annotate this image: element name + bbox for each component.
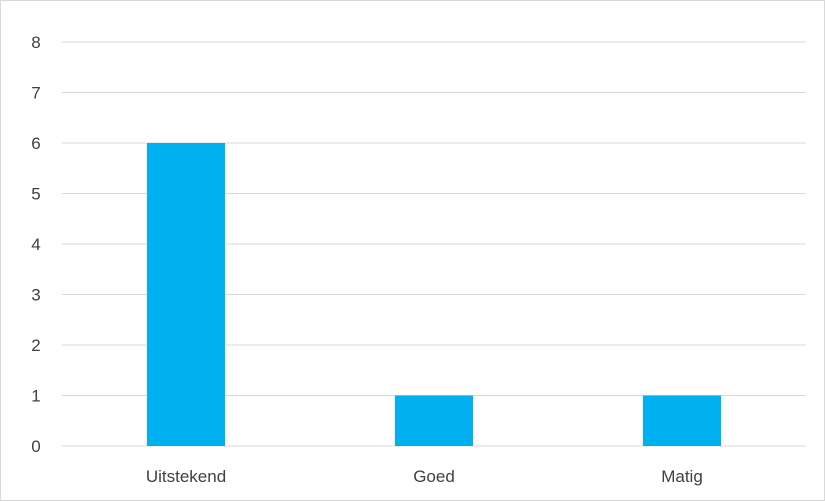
x-axis-ticks: Uitstekend Goed Matig (146, 467, 703, 486)
x-tick-label: Uitstekend (146, 467, 226, 486)
y-tick-label: 6 (31, 134, 40, 153)
bar-matig (643, 395, 721, 446)
y-tick-label: 2 (31, 336, 40, 355)
y-axis-ticks: 0 1 2 3 4 5 6 7 8 (31, 33, 40, 456)
bars (147, 143, 721, 446)
y-tick-label: 8 (31, 33, 40, 52)
bar-uitstekend (147, 143, 225, 446)
bar-goed (395, 395, 473, 446)
y-tick-label: 0 (31, 437, 40, 456)
y-tick-label: 5 (31, 185, 40, 204)
y-tick-label: 3 (31, 286, 40, 305)
y-tick-label: 4 (31, 235, 40, 254)
y-tick-label: 7 (31, 84, 40, 103)
x-tick-label: Matig (661, 467, 703, 486)
x-tick-label: Goed (413, 467, 455, 486)
y-tick-label: 1 (31, 387, 40, 406)
